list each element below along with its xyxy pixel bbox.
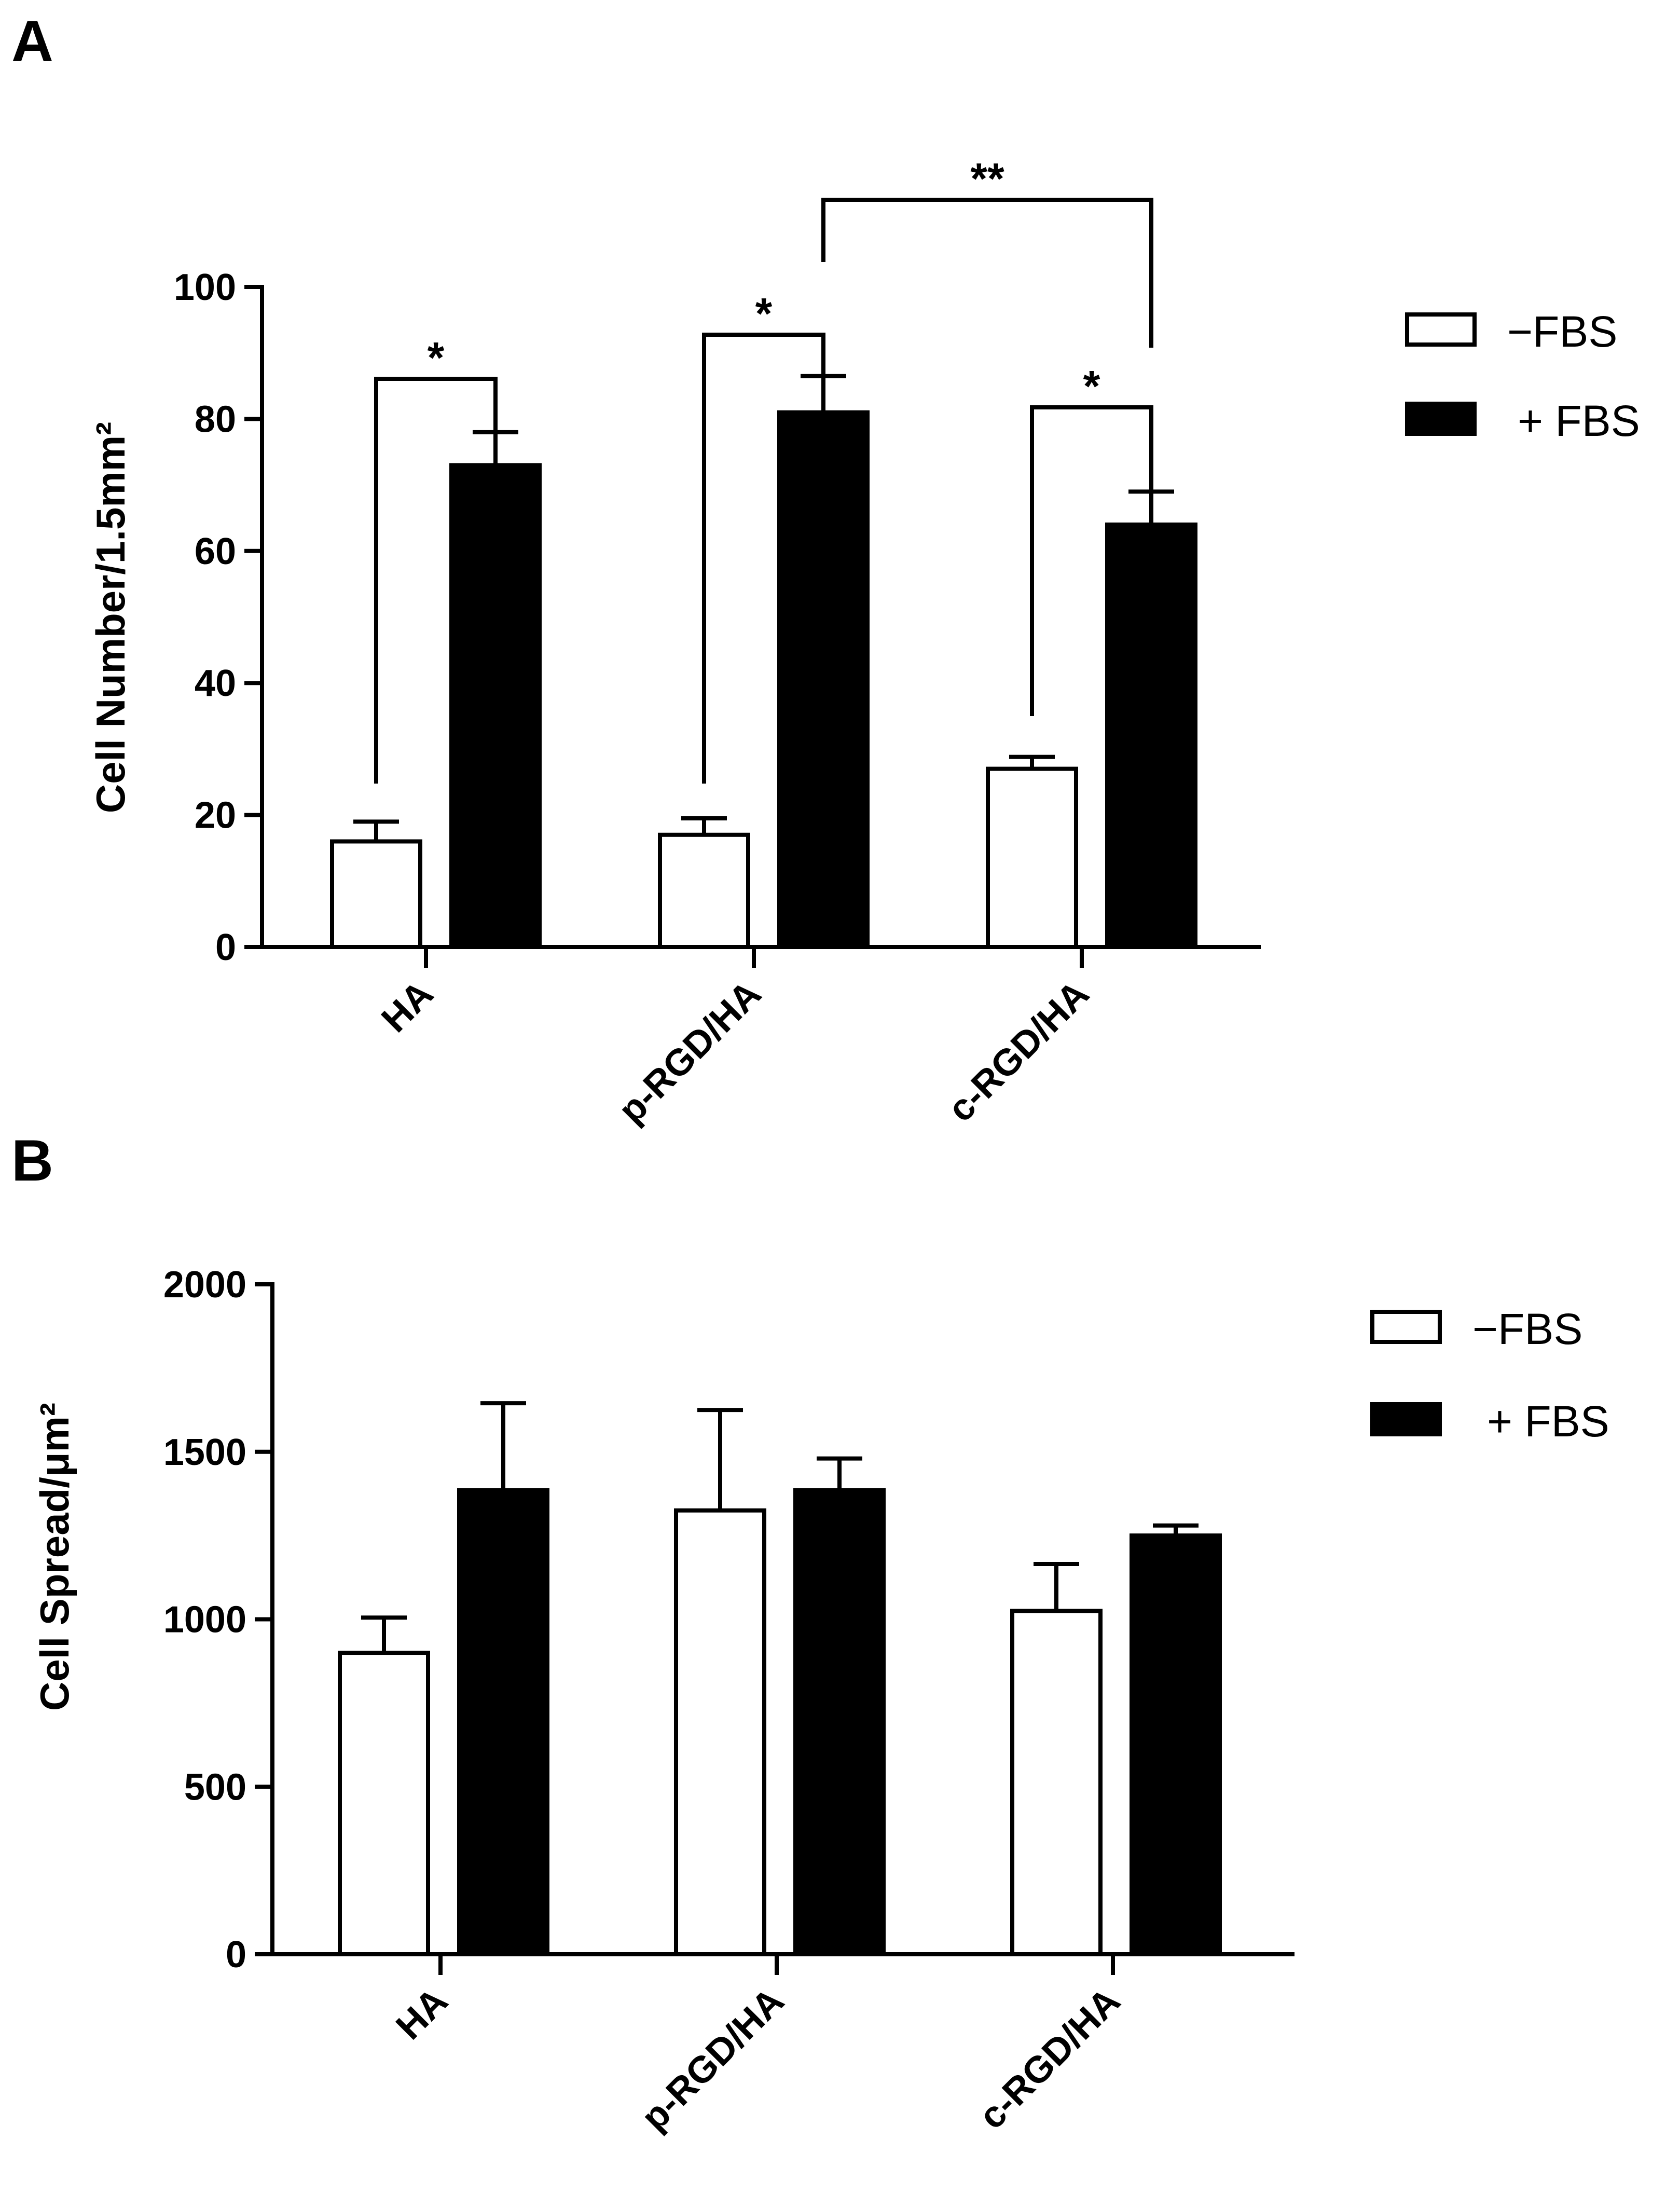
legend-label-minus-fbs: −FBS — [1507, 307, 1617, 356]
bar-minus-fbs — [330, 839, 422, 949]
bar-minus-fbs — [338, 1651, 430, 1957]
y-tick-label: 0 — [226, 1934, 246, 1976]
bar-plus-fbs — [793, 1488, 886, 1956]
bar-minus-fbs — [674, 1508, 766, 1956]
bar-plus-fbs — [449, 463, 542, 949]
significance-bracket — [1030, 405, 1153, 716]
legend-swatch-minus-fbs — [1405, 312, 1477, 347]
panel-b-y-axis-title: Cell Spread/μm² — [32, 1403, 77, 1711]
y-tick-label: 100 — [174, 267, 236, 308]
legend-swatch-plus-fbs — [1370, 1402, 1442, 1436]
panel-a-label: A — [11, 9, 53, 74]
x-tick-label: p-RGD/HA — [611, 973, 769, 1131]
significance-bracket — [821, 198, 1153, 348]
x-tick-label: HA — [388, 1980, 456, 2048]
y-tick-label: 500 — [184, 1766, 246, 1808]
y-tick-label: 2000 — [163, 1264, 246, 1306]
significance-bracket — [702, 333, 825, 784]
significance-label: ** — [970, 154, 1004, 203]
legend-label-plus-fbs: + FBS — [1518, 396, 1640, 445]
x-tick-label: p-RGD/HA — [634, 1980, 792, 2138]
significance-label: * — [428, 333, 445, 382]
y-tick-label: 60 — [195, 531, 236, 572]
panel-b-legend: −FBS + FBS — [1370, 1305, 1609, 1446]
bar-plus-fbs — [457, 1488, 549, 1956]
bar-plus-fbs — [777, 410, 870, 949]
significance-label: * — [1083, 362, 1100, 410]
x-tick-label: c-RGD/HA — [940, 973, 1097, 1130]
y-tick-label: 20 — [195, 795, 236, 836]
y-tick-label: 1500 — [163, 1432, 246, 1473]
bar-minus-fbs — [1010, 1609, 1103, 1957]
y-tick-label: 40 — [195, 663, 236, 704]
bar-minus-fbs — [986, 766, 1078, 950]
legend-swatch-plus-fbs — [1405, 402, 1477, 436]
y-tick-label: 80 — [195, 399, 236, 440]
x-tick-label: c-RGD/HA — [971, 1980, 1128, 2137]
legend-label-plus-fbs: + FBS — [1487, 1397, 1609, 1446]
x-tick-label: HA — [374, 973, 441, 1040]
y-tick-label: 1000 — [163, 1599, 246, 1641]
legend-swatch-minus-fbs — [1370, 1310, 1442, 1344]
panel-b: B 0 500 1000 1500 2000 HA p-RGD/HA c-RGD/HA Cel… — [11, 1128, 1609, 2138]
bar-plus-fbs — [1130, 1533, 1222, 1956]
bar-minus-fbs — [658, 832, 750, 950]
y-tick-label: 0 — [215, 927, 236, 968]
panel-b-label: B — [11, 1128, 53, 1193]
panel-a-y-axis-title: Cell Number/1.5mm² — [88, 422, 133, 813]
panel-b-axes: 0 500 1000 1500 2000 HA p-RGD/HA c-RGD/HA — [163, 1264, 1295, 2138]
legend-label-minus-fbs: −FBS — [1472, 1305, 1582, 1353]
significance-bracket — [374, 377, 498, 784]
panel-a-legend: −FBS + FBS — [1405, 307, 1640, 445]
significance-label: * — [755, 289, 773, 338]
bar-plus-fbs — [1105, 522, 1197, 949]
